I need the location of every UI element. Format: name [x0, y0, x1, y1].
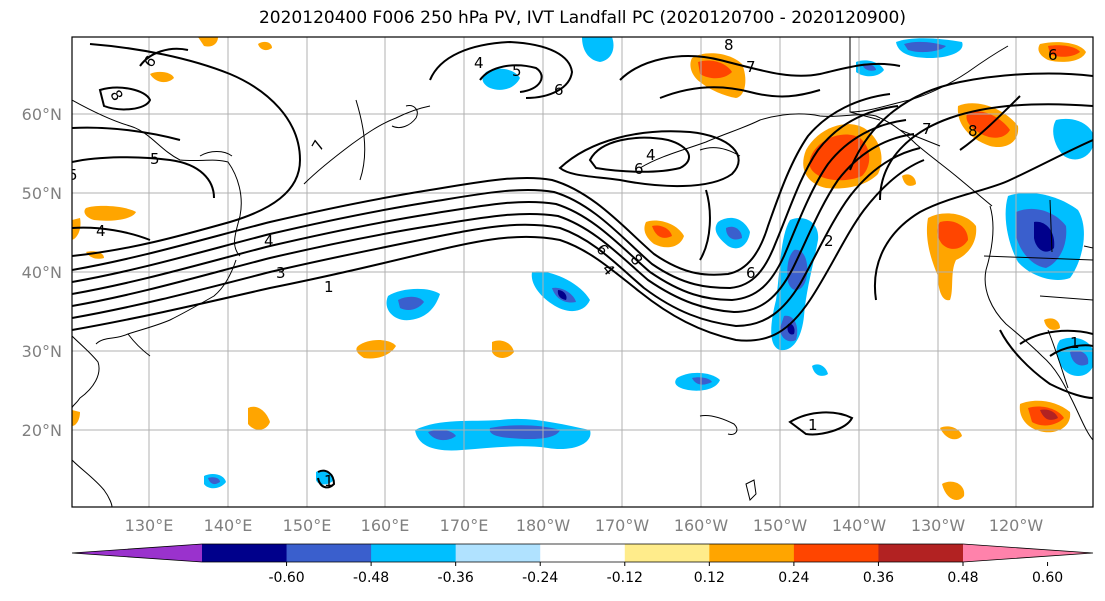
- pv-contour-7: [72, 43, 302, 257]
- lon-label: 150°E: [283, 516, 332, 535]
- pv-contour-16: [479, 64, 543, 93]
- pv-contour-23: [999, 329, 1093, 399]
- pv-contour-8: [558, 130, 740, 188]
- lon-label: 130°E: [125, 516, 174, 535]
- coastlines: [72, 37, 1093, 507]
- contour-label: 1: [808, 416, 818, 434]
- pv-contours: [72, 40, 1093, 489]
- lon-label: 180°W: [516, 516, 571, 535]
- contour-label: 7: [746, 58, 756, 76]
- contour-label: 5: [512, 62, 522, 80]
- pv-contour-17: [619, 55, 901, 81]
- contour-label: 4: [264, 232, 274, 250]
- gridlines: [72, 37, 1093, 507]
- colorbar-tick-label: 0.12: [694, 570, 725, 586]
- contour-label: 6: [554, 81, 564, 99]
- colorbar-segment: [709, 544, 795, 562]
- pv-contour-18: [659, 86, 821, 99]
- lat-label: 60°N: [22, 105, 62, 124]
- pv-contour-9: [588, 136, 691, 173]
- contour-label: 8: [724, 36, 734, 54]
- colorbar-outline: [71, 543, 1094, 563]
- colorbar-tick-label: -0.36: [438, 570, 474, 586]
- colorbar-tick-label: -0.48: [353, 570, 389, 586]
- lon-label: 140°E: [204, 516, 253, 535]
- contour-label: 6: [634, 160, 644, 178]
- pv-contour-13: [98, 86, 152, 111]
- pv-contour-14: [139, 47, 189, 67]
- colorbar-tick-label: 0.24: [778, 570, 809, 586]
- contour-label: 1: [324, 472, 334, 490]
- pv-contour-24: [1019, 329, 1093, 345]
- colorbar: -0.60 -0.48 -0.36 -0.24 -0.12 0.12 0.24 0.36 0.4…: [71, 543, 1094, 586]
- contour-label: 3: [276, 264, 286, 282]
- pv-contour-19: [849, 72, 1093, 171]
- pv-contour-27: [317, 469, 336, 489]
- contour-label: 8: [968, 122, 978, 140]
- pv-contour-1: [72, 159, 925, 342]
- lon-label: 130°W: [911, 516, 966, 535]
- colorbar-segment: [455, 544, 541, 562]
- pv-contour-15: [429, 40, 574, 99]
- colorbar-extend-low: [72, 544, 202, 562]
- contour-label: 4: [646, 146, 656, 164]
- pv-contour-26: [788, 411, 854, 436]
- neg-anomaly-8: [1053, 118, 1093, 160]
- colorbar-extend-high: [963, 544, 1093, 562]
- pv-contour-20: [879, 103, 1093, 201]
- contour-label: 5: [68, 166, 78, 184]
- lon-label: 150°W: [753, 516, 808, 535]
- pv-contour-28: [699, 189, 711, 261]
- pv-contour-22: [959, 95, 1021, 151]
- colorbar-tick-label: -0.12: [607, 570, 643, 586]
- lon-label: 120°W: [989, 516, 1044, 535]
- colorbar-tick-label: -0.60: [268, 570, 304, 586]
- pv-contour-6: [72, 93, 891, 276]
- colorbar-segment: [878, 544, 964, 562]
- contour-label: 5: [150, 150, 160, 168]
- pv-contour-11: [72, 226, 151, 241]
- pv-contour-12: [72, 126, 181, 141]
- lat-label: 40°N: [22, 263, 62, 282]
- colorbar-segment: [624, 544, 710, 562]
- map-title: 2020120400 F006 250 hPa PV, IVT Landfall…: [258, 8, 906, 28]
- pv-contour-4: [72, 119, 907, 302]
- colorbar-tick-label: -0.24: [522, 570, 558, 586]
- lon-label: 170°E: [440, 516, 489, 535]
- contour-label: 6: [746, 264, 756, 282]
- pv-contour-2: [72, 147, 921, 328]
- colorbar-segment: [286, 544, 372, 562]
- pv-contour-21: [873, 139, 1093, 301]
- colorbar-tick-label: 0.36: [863, 570, 894, 586]
- colorbar-tick-label: 0.48: [947, 570, 978, 586]
- lon-label: 160°W: [674, 516, 729, 535]
- pv-contour-5: [72, 105, 899, 290]
- colorbar-segment: [793, 544, 879, 562]
- lon-label: 160°E: [361, 516, 410, 535]
- contour-label: 6: [1048, 46, 1058, 64]
- contour-label: 2: [824, 232, 834, 250]
- contour-label: 4: [474, 54, 484, 72]
- lat-labels: 60°N 50°N 40°N 30°N 20°N: [22, 105, 62, 440]
- lon-label: 170°W: [595, 516, 650, 535]
- pv-anomaly-shading: [72, 37, 1093, 500]
- lat-label: 50°N: [22, 184, 62, 203]
- lon-label: 140°W: [832, 516, 887, 535]
- lat-label: 30°N: [22, 342, 62, 361]
- colorbar-segment: [202, 544, 288, 562]
- lat-label: 20°N: [22, 421, 62, 440]
- pv-contour-3: [72, 133, 915, 314]
- colorbar-segment: [540, 544, 626, 562]
- map-border: [71, 36, 1094, 508]
- contour-label: 1: [324, 278, 334, 296]
- pv-contour-10: [72, 156, 215, 199]
- colorbar-segment: [371, 544, 457, 562]
- lon-labels: 130°E 140°E 150°E 160°E 170°E 180°W 170°…: [125, 516, 1044, 535]
- colorbar-tick-label: 0.60: [1032, 570, 1063, 586]
- contour-label: 4: [96, 222, 106, 240]
- contour-label: 7: [922, 120, 932, 138]
- pv-contour-25: [1049, 344, 1093, 357]
- contour-label: 1: [1070, 334, 1080, 352]
